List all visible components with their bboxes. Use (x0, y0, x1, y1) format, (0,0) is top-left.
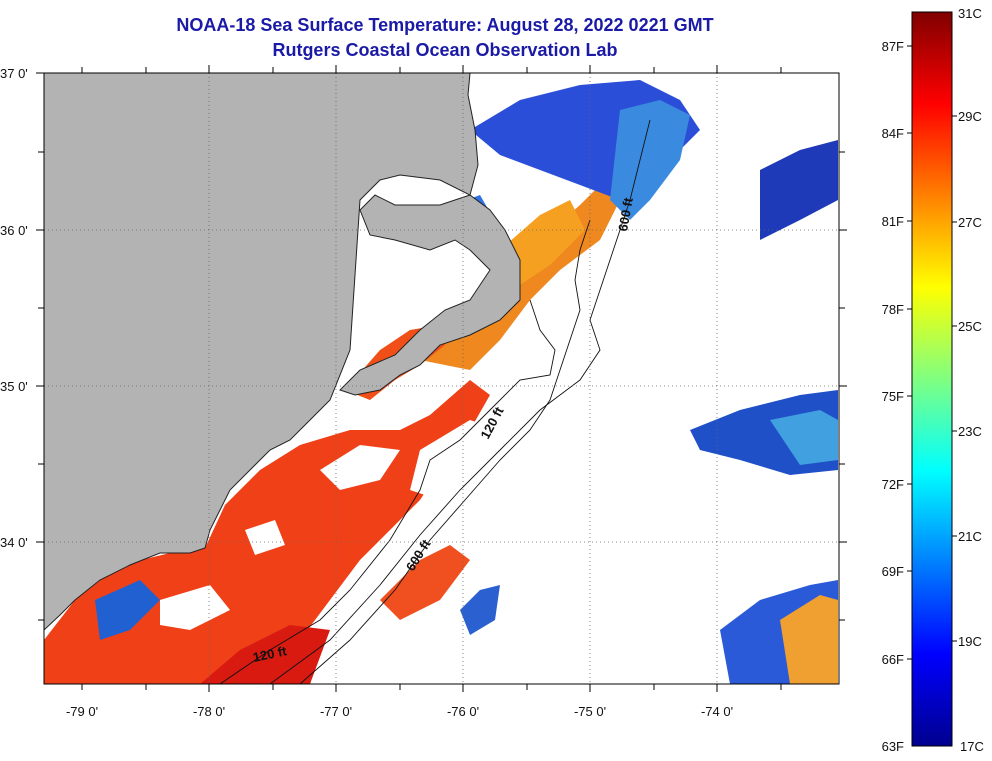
lat-tick-label: 36 0' (0, 223, 28, 238)
lat-tick-label: 37 0' (0, 66, 28, 81)
colorbar-fahrenheit-label: 81F (882, 214, 904, 229)
colorbar-ticks (907, 45, 957, 660)
colorbar-fahrenheit-label: 72F (882, 477, 904, 492)
map-title: NOAA-18 Sea Surface Temperature: August … (176, 15, 714, 35)
lon-tick-label: -74 0' (701, 704, 733, 719)
lon-tick-label: -75 0' (574, 704, 606, 719)
lon-tick-label: -77 0' (320, 704, 352, 719)
map-subtitle: Rutgers Coastal Ocean Observation Lab (272, 40, 618, 60)
colorbar-fahrenheit-label: 66F (882, 652, 904, 667)
colorbar-celsius-label: 29C (958, 109, 982, 124)
lat-tick-label: 35 0' (0, 379, 28, 394)
lat-tick-label: 34 0' (0, 535, 28, 550)
colorbar-celsius-label: 31C (958, 6, 982, 21)
axis-ticks (36, 65, 847, 692)
colorbar-celsius-label: 23C (958, 424, 982, 439)
colorbar-celsius-label: 19C (958, 634, 982, 649)
colorbar-celsius-label: 25C (958, 319, 982, 334)
colorbar-fahrenheit-label: 78F (882, 302, 904, 317)
lon-tick-label: -76 0' (447, 704, 479, 719)
colorbar-fahrenheit-label: 75F (882, 389, 904, 404)
coastline (44, 73, 521, 631)
plot-frame (43, 72, 840, 685)
colorbar (911, 11, 953, 747)
lon-tick-label: -78 0' (193, 704, 225, 719)
colorbar-fahrenheit-label: 63F (882, 739, 904, 754)
sst-field (44, 73, 839, 684)
colorbar-celsius-label: 27C (958, 215, 982, 230)
colorbar-celsius-label: 21C (958, 529, 982, 544)
isobath-label-120ft-lower: 120 ft (252, 643, 289, 665)
isobath-label-600ft-upper: 600 ft (615, 196, 636, 233)
land (44, 73, 520, 630)
colorbar-fahrenheit-label: 87F (882, 39, 904, 54)
lon-tick-label: -79 0' (66, 704, 98, 719)
graticule (44, 73, 839, 684)
colorbar-celsius-label: 17C (960, 739, 984, 754)
colorbar-fahrenheit-label: 84F (882, 126, 904, 141)
isobath-120ft (219, 299, 556, 684)
colorbar-fahrenheit-label: 69F (882, 564, 904, 579)
